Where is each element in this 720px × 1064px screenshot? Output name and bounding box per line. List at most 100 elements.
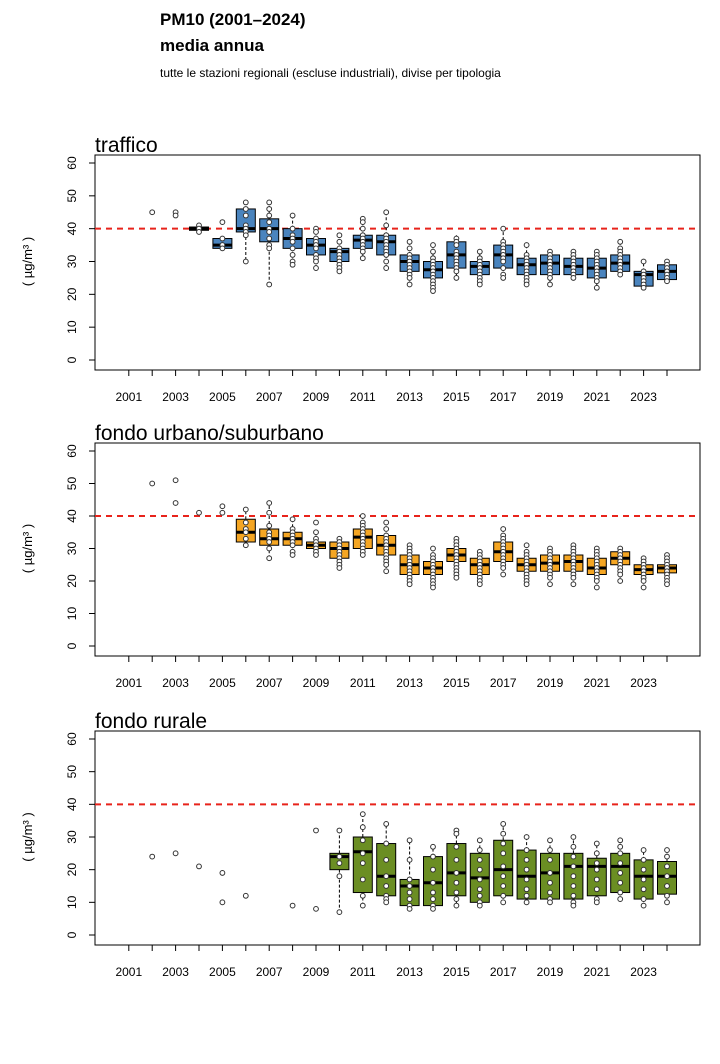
- x-tick-label: 2019: [537, 676, 564, 690]
- y-tick-label: 0: [65, 931, 79, 938]
- box-group: [149, 853, 156, 860]
- data-point: [219, 219, 226, 226]
- box-group: [306, 225, 326, 271]
- data-point: [359, 850, 366, 857]
- data-point: [523, 542, 530, 549]
- x-tick-label: 2015: [443, 965, 470, 979]
- data-point: [313, 229, 319, 235]
- data-point: [219, 235, 226, 242]
- data-point: [664, 847, 670, 853]
- data-point: [547, 899, 553, 906]
- data-point: [476, 886, 483, 893]
- data-point: [196, 863, 202, 870]
- box-group: [259, 199, 280, 288]
- box-group: [563, 248, 584, 281]
- data-point: [336, 268, 343, 275]
- data-point: [242, 519, 249, 526]
- box-group: [610, 837, 631, 902]
- data-point: [289, 225, 296, 232]
- data-point: [406, 889, 413, 896]
- data-point: [476, 856, 483, 863]
- data-point: [453, 896, 460, 902]
- data-point: [593, 284, 600, 291]
- data-point: [476, 248, 483, 255]
- box-group: [469, 837, 490, 909]
- x-tick-label: 2021: [583, 965, 610, 979]
- data-point: [430, 866, 436, 873]
- box: [446, 843, 467, 897]
- data-point: [500, 275, 507, 281]
- data-point: [453, 889, 460, 896]
- data-point: [313, 552, 319, 558]
- box-group: [563, 834, 584, 909]
- x-tick-label: 2005: [209, 676, 236, 690]
- data-point: [430, 248, 436, 255]
- data-point: [547, 856, 553, 863]
- data-point: [336, 238, 343, 245]
- box-group: [329, 232, 350, 275]
- data-point: [500, 265, 507, 271]
- data-point: [570, 883, 577, 889]
- data-point: [523, 886, 530, 893]
- data-point: [242, 506, 249, 513]
- x-tick-label: 2011: [350, 390, 376, 404]
- box-group: [235, 199, 256, 265]
- data-point: [570, 834, 577, 840]
- data-point: [523, 892, 530, 899]
- data-point: [523, 281, 530, 288]
- data-point: [664, 863, 670, 870]
- box-group: [586, 840, 607, 906]
- y-tick-label: 20: [65, 863, 79, 877]
- box-group: [196, 863, 202, 870]
- y-tick-label: 50: [65, 765, 79, 779]
- box-group: [423, 242, 443, 294]
- data-point: [617, 889, 624, 896]
- box-group: [469, 248, 490, 288]
- data-point: [430, 853, 436, 860]
- box-group: [219, 503, 226, 516]
- box-group: [376, 209, 397, 271]
- box-group: [313, 827, 319, 912]
- data-point: [313, 245, 319, 252]
- data-point: [664, 581, 670, 588]
- x-tick-label: 2009: [303, 390, 330, 404]
- box-group: [219, 870, 226, 906]
- data-point: [289, 212, 296, 219]
- box-group: [423, 545, 443, 591]
- data-point: [196, 229, 202, 235]
- data-point: [640, 258, 647, 265]
- x-tick-label: 2009: [303, 965, 330, 979]
- x-tick-label: 2021: [583, 390, 610, 404]
- data-point: [242, 199, 249, 206]
- box-group: [196, 509, 202, 516]
- box-group: [516, 242, 537, 288]
- data-point: [242, 529, 249, 536]
- data-point: [266, 522, 273, 529]
- data-point: [266, 539, 273, 545]
- data-point: [266, 245, 273, 252]
- data-point: [617, 896, 624, 902]
- data-point: [266, 545, 273, 552]
- data-point: [617, 271, 624, 278]
- data-point: [430, 584, 436, 591]
- data-point: [149, 209, 156, 216]
- x-tick-label: 2015: [443, 676, 470, 690]
- x-tick-label: 2013: [396, 676, 423, 690]
- data-point: [359, 837, 366, 844]
- data-point: [313, 827, 319, 834]
- data-point: [523, 876, 530, 883]
- panel-title: fondo urbano/suburbano: [95, 422, 324, 445]
- data-point: [383, 821, 390, 827]
- data-point: [453, 856, 460, 863]
- box-group: [446, 235, 467, 281]
- y-tick-label: 0: [65, 642, 79, 649]
- data-point: [430, 242, 436, 248]
- data-point: [570, 843, 577, 850]
- data-point: [640, 284, 647, 291]
- data-point: [593, 578, 600, 584]
- data-point: [593, 899, 600, 906]
- x-tick-label: 2001: [115, 390, 142, 404]
- data-point: [500, 565, 507, 571]
- data-point: [593, 860, 600, 867]
- data-point: [476, 281, 483, 288]
